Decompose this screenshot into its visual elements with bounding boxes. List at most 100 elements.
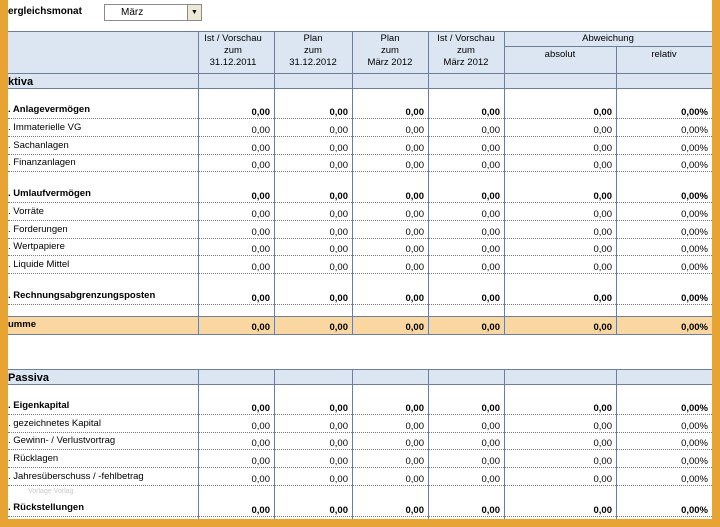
chevron-down-icon[interactable]: ▼ xyxy=(187,5,201,20)
cell-value[interactable]: 0,00 xyxy=(329,505,349,516)
cell-value[interactable]: 0,00 xyxy=(481,107,501,118)
cell-value[interactable]: 0,00 xyxy=(405,107,425,118)
cell-relativ[interactable]: 0,00% xyxy=(681,125,708,136)
cell-value[interactable]: 0,00 xyxy=(329,191,349,202)
cell-value[interactable]: 0,00 xyxy=(405,209,425,220)
cell-relativ[interactable]: 0,00% xyxy=(681,160,708,171)
cell-value[interactable]: 0,00 xyxy=(405,244,425,255)
cell-relativ[interactable]: 0,00% xyxy=(681,438,708,449)
cell-value[interactable]: 0,00 xyxy=(481,403,501,414)
cell-value[interactable]: 0,00 xyxy=(593,262,613,273)
cell-value[interactable]: 0,00 xyxy=(329,209,349,220)
cell-value[interactable]: 0,00 xyxy=(251,244,271,255)
cell-value[interactable]: 0,00 xyxy=(405,160,425,171)
cell-value[interactable]: 0,00 xyxy=(329,456,349,467)
cell-relativ[interactable]: 0,00% xyxy=(681,322,708,333)
cell-value[interactable]: 0,00 xyxy=(593,322,613,333)
cell-value[interactable]: 0,00 xyxy=(329,262,349,273)
cell-value[interactable]: 0,00 xyxy=(329,107,349,118)
cell-value[interactable]: 0,00 xyxy=(405,456,425,467)
cell-value[interactable]: 0,00 xyxy=(593,293,613,304)
cell-value[interactable]: 0,00 xyxy=(593,209,613,220)
cell-value[interactable]: 0,00 xyxy=(481,209,501,220)
cell-value[interactable]: 0,00 xyxy=(251,322,271,333)
cell-relativ[interactable]: 0,00% xyxy=(681,403,708,414)
cell-value[interactable]: 0,00 xyxy=(481,322,501,333)
cell-value[interactable]: 0,00 xyxy=(481,438,501,449)
cell-value[interactable]: 0,00 xyxy=(251,191,271,202)
cell-value[interactable]: 0,00 xyxy=(593,438,613,449)
comparison-month-dropdown[interactable]: März ▼ xyxy=(104,4,202,21)
cell-value[interactable]: 0,00 xyxy=(329,244,349,255)
cell-value[interactable]: 0,00 xyxy=(251,262,271,273)
cell-value[interactable]: 0,00 xyxy=(481,421,501,432)
cell-value[interactable]: 0,00 xyxy=(481,505,501,516)
cell-value[interactable]: 0,00 xyxy=(405,143,425,154)
cell-value[interactable]: 0,00 xyxy=(593,107,613,118)
cell-value[interactable]: 0,00 xyxy=(251,421,271,432)
cell-value[interactable]: 0,00 xyxy=(405,505,425,516)
cell-value[interactable]: 0,00 xyxy=(405,421,425,432)
cell-value[interactable]: 0,00 xyxy=(405,191,425,202)
cell-value[interactable]: 0,00 xyxy=(593,143,613,154)
cell-value[interactable]: 0,00 xyxy=(251,293,271,304)
cell-value[interactable]: 0,00 xyxy=(405,322,425,333)
cell-value[interactable]: 0,00 xyxy=(251,456,271,467)
cell-value[interactable]: 0,00 xyxy=(593,227,613,238)
cell-relativ[interactable]: 0,00% xyxy=(681,107,708,118)
cell-value[interactable]: 0,00 xyxy=(251,209,271,220)
cell-value[interactable]: 0,00 xyxy=(405,227,425,238)
cell-relativ[interactable]: 0,00% xyxy=(681,191,708,202)
cell-relativ[interactable]: 0,00% xyxy=(681,421,708,432)
cell-value[interactable]: 0,00 xyxy=(251,160,271,171)
cell-value[interactable]: 0,00 xyxy=(405,262,425,273)
cell-relativ[interactable]: 0,00% xyxy=(681,209,708,220)
cell-value[interactable]: 0,00 xyxy=(593,160,613,171)
cell-value[interactable]: 0,00 xyxy=(481,262,501,273)
cell-value[interactable]: 0,00 xyxy=(251,438,271,449)
cell-value[interactable]: 0,00 xyxy=(593,125,613,136)
cell-value[interactable]: 0,00 xyxy=(593,403,613,414)
cell-value[interactable]: 0,00 xyxy=(251,227,271,238)
cell-value[interactable]: 0,00 xyxy=(481,143,501,154)
cell-value[interactable]: 0,00 xyxy=(593,191,613,202)
cell-value[interactable]: 0,00 xyxy=(593,505,613,516)
cell-value[interactable]: 0,00 xyxy=(481,293,501,304)
cell-value[interactable]: 0,00 xyxy=(593,474,613,485)
cell-value[interactable]: 0,00 xyxy=(405,125,425,136)
cell-value[interactable]: 0,00 xyxy=(251,505,271,516)
cell-value[interactable]: 0,00 xyxy=(329,474,349,485)
cell-value[interactable]: 0,00 xyxy=(405,403,425,414)
cell-value[interactable]: 0,00 xyxy=(405,438,425,449)
cell-relativ[interactable]: 0,00% xyxy=(681,505,708,516)
cell-value[interactable]: 0,00 xyxy=(481,474,501,485)
cell-value[interactable]: 0,00 xyxy=(251,143,271,154)
cell-value[interactable]: 0,00 xyxy=(329,227,349,238)
cell-value[interactable]: 0,00 xyxy=(329,125,349,136)
cell-value[interactable]: 0,00 xyxy=(405,293,425,304)
cell-value[interactable]: 0,00 xyxy=(329,143,349,154)
cell-value[interactable]: 0,00 xyxy=(329,403,349,414)
cell-relativ[interactable]: 0,00% xyxy=(681,143,708,154)
cell-value[interactable]: 0,00 xyxy=(329,293,349,304)
cell-value[interactable]: 0,00 xyxy=(481,191,501,202)
cell-value[interactable]: 0,00 xyxy=(593,456,613,467)
cell-value[interactable]: 0,00 xyxy=(481,244,501,255)
cell-relativ[interactable]: 0,00% xyxy=(681,456,708,467)
cell-value[interactable]: 0,00 xyxy=(481,227,501,238)
cell-relativ[interactable]: 0,00% xyxy=(681,474,708,485)
cell-value[interactable]: 0,00 xyxy=(251,107,271,118)
cell-relativ[interactable]: 0,00% xyxy=(681,244,708,255)
cell-value[interactable]: 0,00 xyxy=(329,421,349,432)
cell-value[interactable]: 0,00 xyxy=(251,403,271,414)
cell-value[interactable]: 0,00 xyxy=(329,322,349,333)
cell-value[interactable]: 0,00 xyxy=(329,160,349,171)
cell-relativ[interactable]: 0,00% xyxy=(681,227,708,238)
cell-value[interactable]: 0,00 xyxy=(593,421,613,432)
cell-value[interactable]: 0,00 xyxy=(329,438,349,449)
cell-value[interactable]: 0,00 xyxy=(593,244,613,255)
cell-value[interactable]: 0,00 xyxy=(481,160,501,171)
cell-value[interactable]: 0,00 xyxy=(405,474,425,485)
cell-relativ[interactable]: 0,00% xyxy=(681,262,708,273)
cell-relativ[interactable]: 0,00% xyxy=(681,293,708,304)
